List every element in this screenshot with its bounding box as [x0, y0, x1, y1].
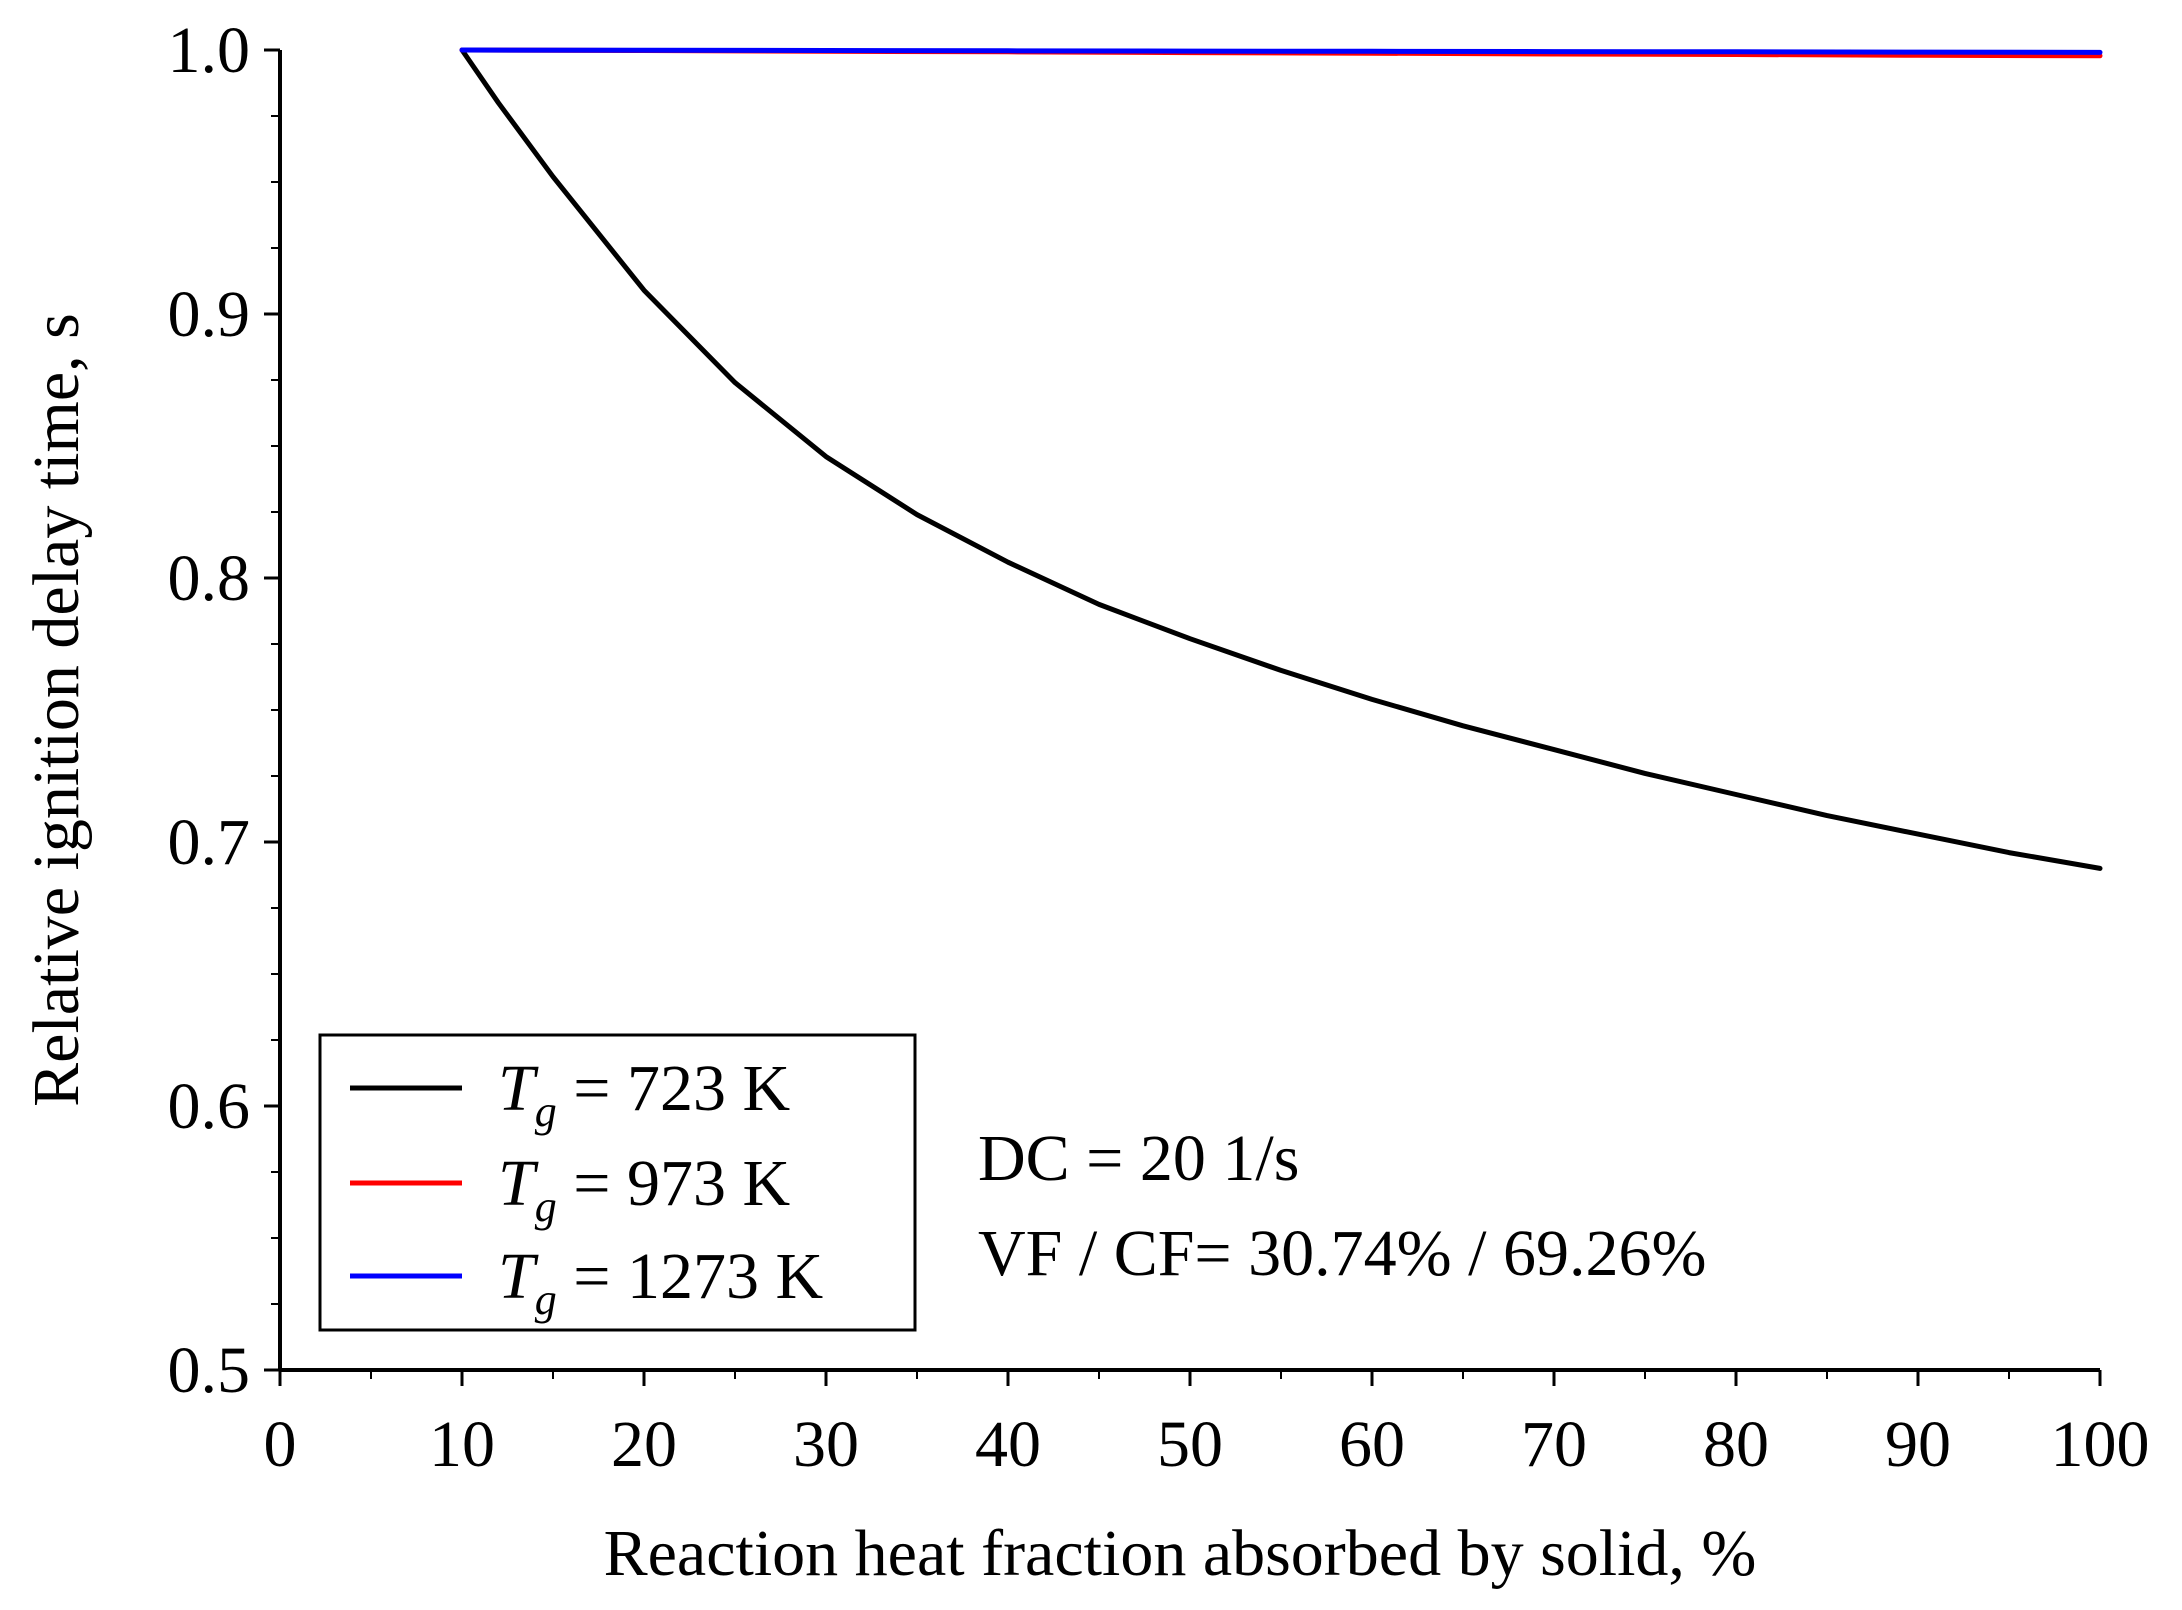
legend-label-1: Tg = 973 K	[498, 1147, 790, 1231]
annotation-vf-cf: VF / CF= 30.74% / 69.26%	[978, 1217, 1706, 1290]
legend-label-2: Tg = 1273 K	[498, 1240, 823, 1324]
x-tick-label: 60	[1339, 1408, 1405, 1481]
x-tick-label: 10	[429, 1408, 495, 1481]
y-tick-label: 0.7	[168, 806, 251, 879]
x-tick-label: 90	[1885, 1408, 1951, 1481]
x-tick-label: 50	[1157, 1408, 1223, 1481]
x-tick-label: 30	[793, 1408, 859, 1481]
x-axis-title: Reaction heat fraction absorbed by solid…	[604, 1517, 1757, 1590]
x-tick-label: 40	[975, 1408, 1041, 1481]
series-line-2	[459, 47, 2103, 55]
series-line-0	[459, 47, 2103, 871]
y-tick-label: 0.6	[168, 1070, 251, 1143]
legend-label-0: Tg = 723 K	[498, 1052, 790, 1136]
y-tick-label: 0.5	[168, 1334, 251, 1407]
annotation-dc: DC = 20 1/s	[978, 1122, 1299, 1195]
x-tick-label: 20	[611, 1408, 677, 1481]
y-tick-label: 1.0	[168, 14, 251, 87]
y-tick-label: 0.8	[168, 542, 251, 615]
x-tick-label: 80	[1703, 1408, 1769, 1481]
x-tick-label: 70	[1521, 1408, 1587, 1481]
legend: Tg = 723 K Tg = 973 K Tg = 1273 K	[318, 1033, 917, 1332]
y-tick-label: 0.9	[168, 278, 251, 351]
x-tick-label: 0	[264, 1408, 297, 1481]
y-axis-title: Relative ignition delay time, s	[20, 313, 93, 1107]
series	[459, 47, 2103, 871]
ticks: 0 10 20 30 40 50 60 70 80 90 100 0.5 0.6 0.7 0.8 0.9 1.0	[168, 14, 2150, 1481]
x-tick-label: 100	[2051, 1408, 2150, 1481]
